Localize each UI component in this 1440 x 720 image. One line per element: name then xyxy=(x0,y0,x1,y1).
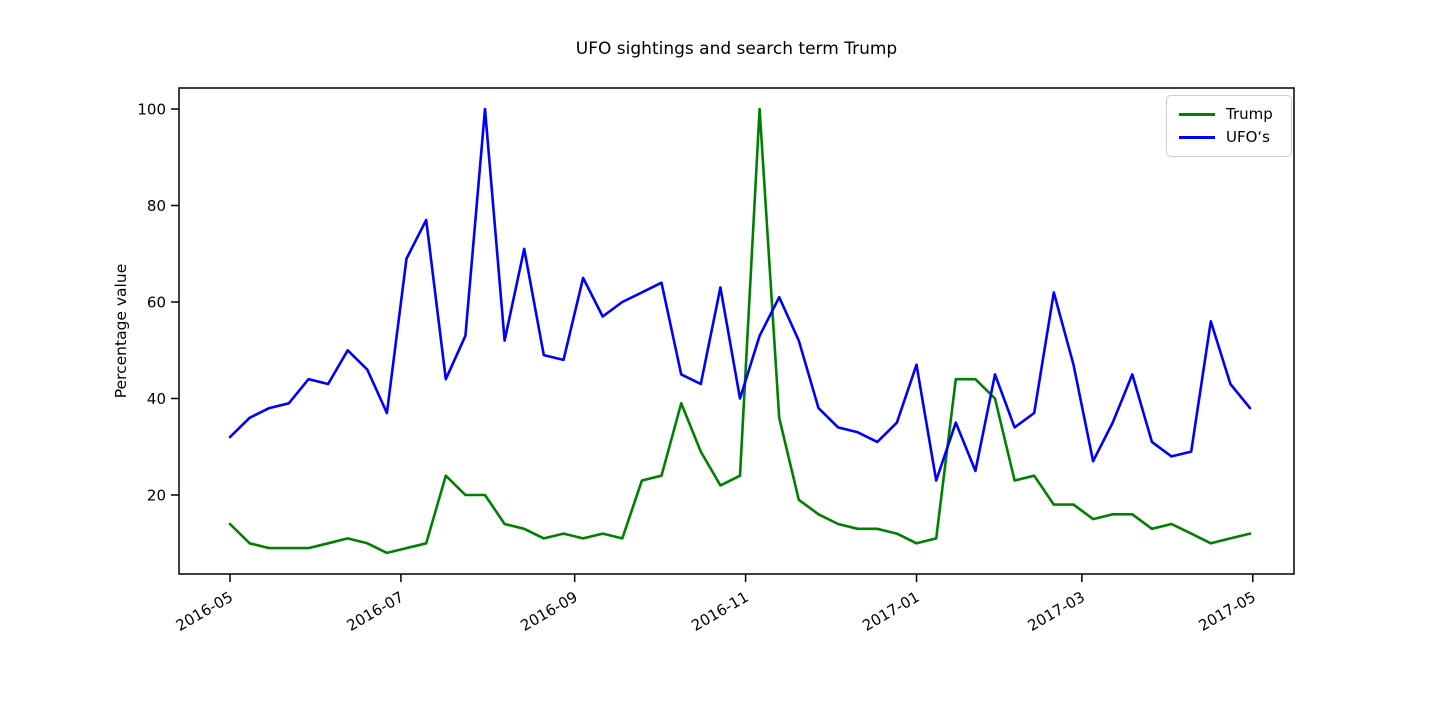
x-tick-label: 2017-03 xyxy=(1025,588,1088,635)
x-tick-label: 2016-07 xyxy=(344,588,407,635)
legend-entry-ufos: UFO‘s xyxy=(1179,126,1291,149)
y-tick-label: 80 xyxy=(147,197,166,215)
chart-title: UFO sightings and search term Trump xyxy=(575,39,898,59)
series-line-ufos xyxy=(228,107,1252,482)
legend-entry-trump: Trump xyxy=(1179,103,1291,126)
legend-trump-label: Trump xyxy=(1226,105,1273,123)
legend-ufos-label: UFO‘s xyxy=(1226,128,1270,146)
y-tick-label: 40 xyxy=(147,390,166,408)
y-tick-label: 20 xyxy=(147,487,166,505)
axes: 20 40 60 80 100 2016-05 2016-07 2016-09 2016-11 2… xyxy=(137,87,1295,635)
x-tick-label: 2016-05 xyxy=(173,588,236,635)
x-tick-label: 2017-01 xyxy=(859,588,922,635)
plot-frame xyxy=(178,87,1295,575)
series-lines xyxy=(228,107,1252,555)
series-line-trump xyxy=(228,107,1252,555)
y-tick-label: 60 xyxy=(147,294,166,312)
x-tick-label: 2016-11 xyxy=(688,588,751,635)
legend-ufos-line-icon xyxy=(1179,136,1215,139)
x-tick-label: 2016-09 xyxy=(517,588,580,635)
legend-trump-line-icon xyxy=(1179,113,1215,116)
x-tick-label: 2017-05 xyxy=(1196,588,1259,635)
legend: Trump UFO‘s xyxy=(1166,95,1292,157)
y-tick-label: 100 xyxy=(137,101,166,119)
y-axis-label: Percentage value xyxy=(112,263,130,399)
